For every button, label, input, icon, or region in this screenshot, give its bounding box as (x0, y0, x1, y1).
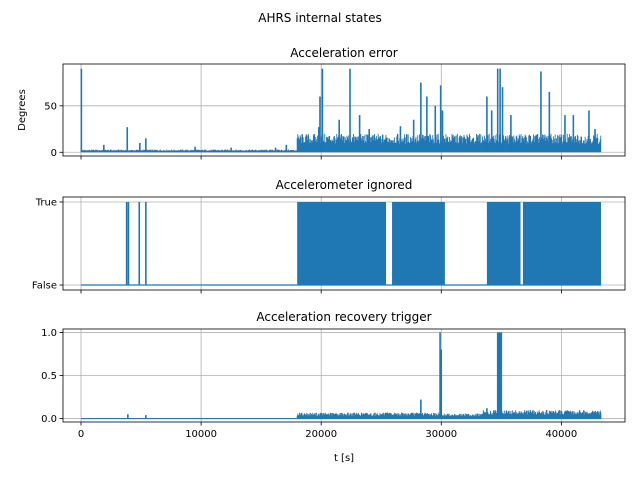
y-tick-label: 50 (44, 101, 57, 112)
y-axis-label: Degrees (17, 89, 28, 131)
x-tick-label: 0 (78, 429, 84, 440)
axes-frame (62, 63, 626, 157)
figure-title: AHRS internal states (258, 11, 382, 25)
ignored-block (392, 201, 445, 286)
panel-1: 0 50 Acceleration error Degrees (17, 46, 626, 160)
noise-band (440, 413, 484, 419)
panel-title: Accelerometer ignored (276, 178, 413, 192)
panel-3: 0 10000 20000 30000 40000 0.0 0.5 1.0 Accelerati… (41, 310, 626, 440)
ignored-block (522, 201, 601, 286)
noise-band (80, 149, 298, 153)
axes-frame (62, 196, 626, 291)
y-tick-label: 0.0 (41, 414, 57, 425)
panel-data (80, 68, 602, 153)
ignored-block (486, 201, 521, 286)
x-axis-label: t [s] (334, 453, 354, 464)
ignored-block (297, 201, 387, 286)
x-tick-label: 40000 (545, 429, 577, 440)
x-tick-label: 30000 (425, 429, 457, 440)
noise-band (296, 133, 602, 153)
noise-band (296, 412, 442, 419)
y-tick-label: False (32, 281, 57, 292)
y-tick-label: True (35, 197, 57, 208)
panel-data (81, 332, 602, 420)
y-tick-label: 1.0 (41, 328, 57, 339)
panel-2: False True Accelerometer ignored (32, 178, 626, 294)
y-tick-label: 0.5 (41, 371, 57, 382)
panel-data (81, 201, 601, 286)
x-tick-label: 10000 (185, 429, 217, 440)
panel-title: Acceleration error (290, 46, 397, 60)
y-tick-label: 0 (51, 148, 57, 159)
x-tick-label: 20000 (305, 429, 337, 440)
panel-title: Acceleration recovery trigger (256, 310, 431, 324)
noise-band (482, 409, 602, 419)
